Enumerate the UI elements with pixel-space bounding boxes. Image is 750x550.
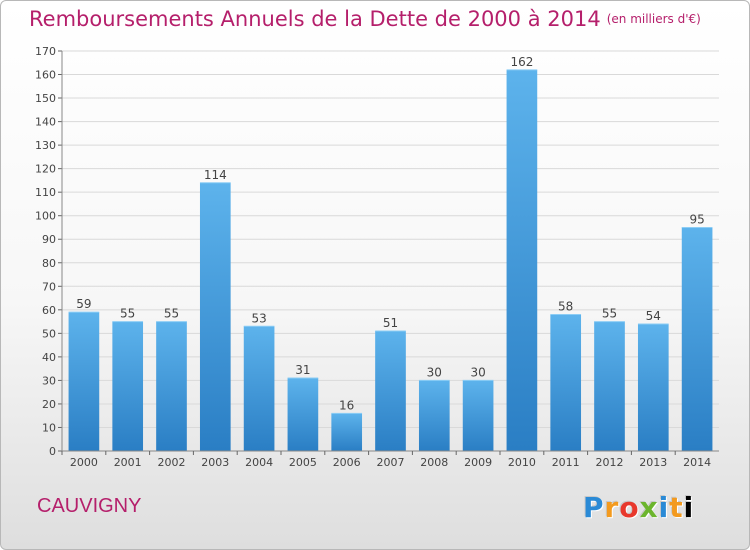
- y-tick-label: 80: [42, 257, 56, 270]
- bar-value-label: 31: [295, 363, 310, 377]
- x-tick-label: 2006: [333, 456, 361, 469]
- bar-value-label: 16: [339, 398, 354, 412]
- x-tick-label: 2007: [377, 456, 405, 469]
- y-tick-label: 170: [35, 45, 56, 58]
- bar-2005: [287, 378, 319, 451]
- title-unit: (en milliers d'€): [606, 12, 701, 26]
- bar-value-label: 55: [602, 307, 617, 321]
- title-text: Remboursements Annuels de la Dette de 20…: [29, 7, 601, 31]
- bar-value-label: 30: [427, 365, 442, 379]
- bar-2013: [637, 323, 669, 451]
- bar-value-label: 54: [646, 309, 661, 323]
- x-tick-label: 2004: [245, 456, 273, 469]
- x-tick-label: 2005: [289, 456, 317, 469]
- y-tick-label: 10: [42, 421, 56, 434]
- x-tick-label: 2002: [158, 456, 186, 469]
- y-tick-label: 150: [35, 92, 56, 105]
- bar-value-label: 55: [120, 307, 135, 321]
- x-tick-label: 2000: [70, 456, 98, 469]
- y-tick-label: 30: [42, 374, 56, 387]
- y-tick-label: 140: [35, 116, 56, 129]
- y-tick-label: 90: [42, 233, 56, 246]
- bar-2014: [681, 227, 713, 451]
- bar-value-label: 30: [470, 365, 485, 379]
- bar-2001: [112, 321, 144, 451]
- bar-value-label: 59: [76, 297, 91, 311]
- bar-value-label: 53: [251, 311, 266, 325]
- bars: 59 55 55 114 53 31 16 51 30 30 162 58 55 54 95: [68, 55, 713, 451]
- bar-2006: [331, 413, 363, 451]
- bar-value-label: 51: [383, 316, 398, 330]
- y-tick-label: 50: [42, 327, 56, 340]
- bar-value-label: 162: [510, 55, 533, 69]
- bar-2012: [594, 321, 625, 451]
- y-tick-label: 70: [42, 280, 56, 293]
- x-tick-label: 2011: [552, 456, 580, 469]
- x-tick-label: 2013: [639, 456, 667, 469]
- x-tick-label: 2003: [201, 456, 229, 469]
- y-tick-label: 100: [35, 210, 56, 223]
- bar-value-label: 114: [204, 168, 227, 182]
- y-tick-label: 60: [42, 304, 56, 317]
- bar-2010: [506, 69, 538, 451]
- bar-2003: [199, 182, 231, 451]
- bar-2008: [418, 380, 450, 451]
- chart-title: Remboursements Annuels de la Dette de 20…: [29, 7, 701, 31]
- y-tick-label: 0: [49, 445, 56, 458]
- bar-2004: [243, 326, 275, 451]
- y-tick-label: 130: [35, 139, 56, 152]
- bar-2002: [156, 321, 187, 451]
- bar-value-label: 58: [558, 300, 573, 314]
- commune-name: CAUVIGNY: [37, 495, 142, 517]
- y-tick-label: 40: [42, 351, 56, 364]
- y-tick-label: 160: [35, 69, 56, 82]
- proxiti-logo: Proxiti: [583, 491, 695, 524]
- x-tick-label: 2008: [420, 456, 448, 469]
- x-tick-label: 2010: [508, 456, 536, 469]
- bar-value-label: 55: [164, 307, 179, 321]
- y-tick-label: 120: [35, 163, 56, 176]
- bar-2009: [462, 380, 494, 451]
- y-tick-label: 20: [42, 398, 56, 411]
- bar-2007: [375, 331, 406, 451]
- x-tick-label: 2012: [596, 456, 624, 469]
- x-tick-label: 2009: [464, 456, 492, 469]
- bar-2011: [550, 314, 582, 451]
- y-tick-label: 110: [35, 186, 56, 199]
- axes: 0 10 20 30 40 50 60 70 80 90 100 110 120 130 140 150 160…: [35, 45, 719, 469]
- bar-value-label: 95: [689, 212, 704, 226]
- x-tick-label: 2014: [683, 456, 711, 469]
- x-tick-label: 2001: [114, 456, 142, 469]
- bar-2000: [68, 312, 100, 451]
